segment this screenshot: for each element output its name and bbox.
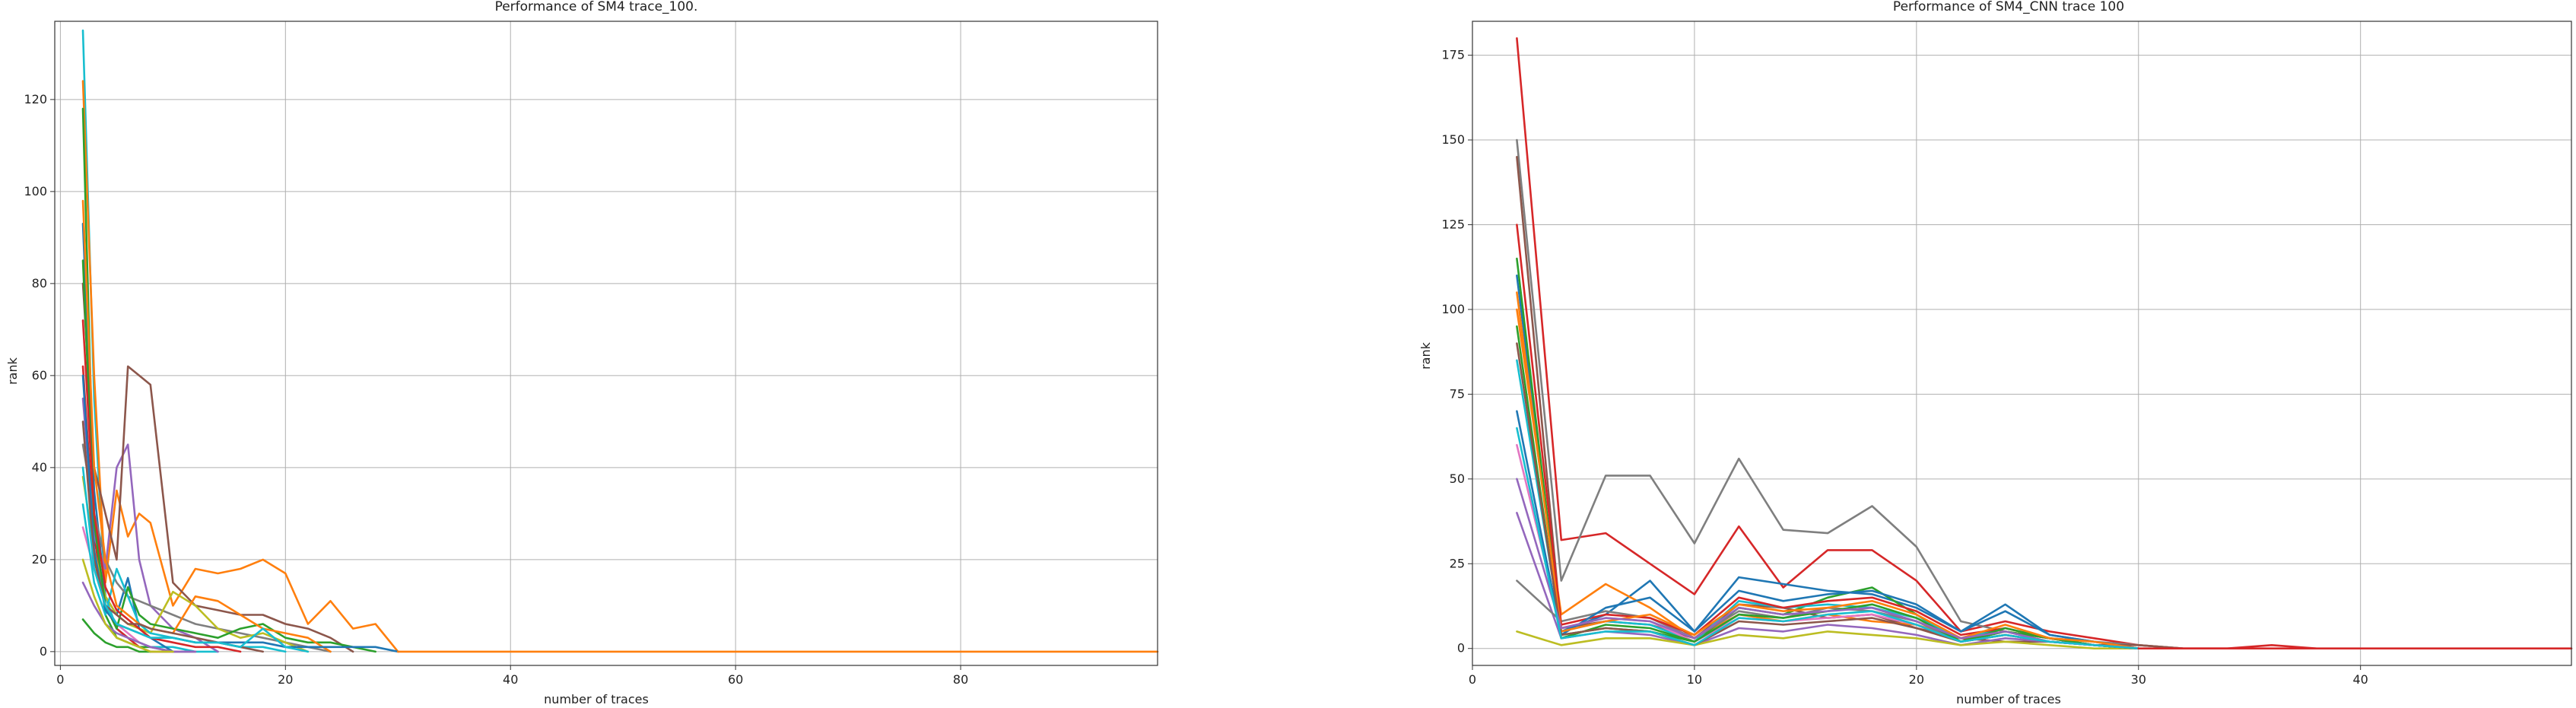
series-line-15 bbox=[81, 581, 197, 653]
series-line-7 bbox=[81, 443, 332, 653]
y-axis-label: rank bbox=[1418, 341, 1433, 370]
chart-title: Performance of SM4_CNN trace 100 bbox=[1893, 0, 2124, 14]
y-tick-label: 0 bbox=[40, 644, 47, 659]
x-tick-label: 60 bbox=[728, 672, 743, 687]
y-tick-label: 150 bbox=[1441, 132, 1465, 147]
series-line-17 bbox=[1516, 427, 2140, 650]
x-axis-label: number of traces bbox=[1956, 692, 2061, 706]
series-line-11 bbox=[81, 259, 377, 653]
series-line-8 bbox=[1516, 630, 2140, 650]
plot-frame bbox=[1472, 21, 2572, 666]
chart-sm4-cnn: Performance of SM4_CNN trace 100 number … bbox=[1418, 0, 2573, 706]
series-line-6 bbox=[81, 282, 354, 653]
x-tick-label: 0 bbox=[1469, 672, 1476, 687]
series-line-2 bbox=[1516, 156, 2184, 650]
y-tick-label: 20 bbox=[32, 552, 47, 567]
series-group bbox=[81, 29, 1159, 653]
y-tick-label: 50 bbox=[1450, 471, 1465, 486]
x-axis-label: number of traces bbox=[544, 692, 649, 706]
y-tick-label: 75 bbox=[1450, 386, 1465, 401]
y-tick-label: 60 bbox=[32, 368, 47, 383]
x-tick-label: 30 bbox=[2131, 672, 2146, 687]
x-tick-label: 20 bbox=[1909, 672, 1924, 687]
y-tick-label: 25 bbox=[1450, 556, 1465, 570]
x-tick-label: 40 bbox=[503, 672, 518, 687]
x-tick-label: 10 bbox=[1687, 672, 1702, 687]
grid: 0 20 40 60 80 0 20 40 60 80 100 120 bbox=[24, 21, 1158, 687]
series-line-14 bbox=[81, 319, 242, 653]
x-tick-label: 0 bbox=[56, 672, 64, 687]
series-line-16 bbox=[81, 618, 152, 653]
series-line-13 bbox=[81, 374, 399, 653]
x-tick-label: 40 bbox=[2352, 672, 2368, 687]
series-line-3 bbox=[1516, 274, 2140, 650]
series-line-15 bbox=[1516, 342, 2140, 650]
y-tick-label: 125 bbox=[1441, 217, 1465, 231]
y-tick-label: 0 bbox=[1457, 641, 1465, 656]
x-tick-label: 20 bbox=[278, 672, 293, 687]
series-line-19 bbox=[81, 466, 310, 653]
x-tick-label: 80 bbox=[953, 672, 968, 687]
plot-frame bbox=[54, 21, 1158, 666]
series-line-16 bbox=[1516, 478, 2140, 650]
chart-sm4: Performance of SM4 trace_100. number of … bbox=[5, 0, 1159, 706]
series-line-12 bbox=[81, 199, 332, 653]
series-line-7 bbox=[1516, 359, 2140, 650]
y-tick-label: 80 bbox=[32, 276, 47, 291]
y-tick-label: 100 bbox=[1441, 302, 1465, 316]
series-line-18 bbox=[81, 558, 174, 653]
series-group bbox=[1516, 37, 2573, 650]
series-line-1 bbox=[81, 80, 399, 653]
series-line-11 bbox=[1516, 224, 2140, 650]
y-tick-label: 40 bbox=[32, 460, 47, 475]
series-line-12 bbox=[1516, 410, 2140, 650]
y-tick-label: 100 bbox=[24, 184, 47, 198]
y-axis-label: rank bbox=[5, 357, 20, 385]
series-line-8 bbox=[81, 475, 310, 653]
series-line-6 bbox=[1516, 512, 2140, 650]
y-tick-label: 175 bbox=[1441, 48, 1465, 62]
chart-title: Performance of SM4 trace_100. bbox=[495, 0, 698, 14]
y-tick-label: 120 bbox=[24, 92, 47, 106]
